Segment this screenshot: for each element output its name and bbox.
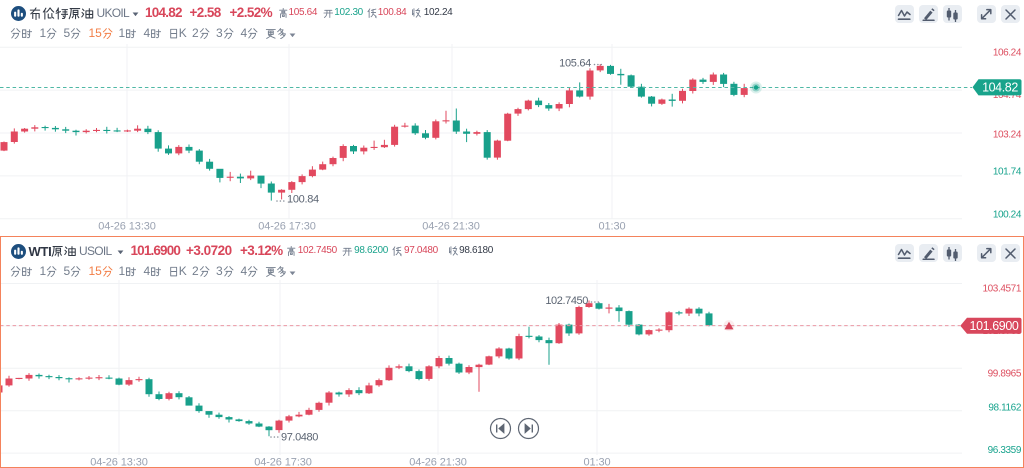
svg-text:100.24: 100.24 bbox=[993, 209, 1022, 220]
svg-text:97.0480: 97.0480 bbox=[281, 432, 318, 444]
svg-text:104.82: 104.82 bbox=[982, 81, 1018, 95]
svg-text:102.7450: 102.7450 bbox=[545, 295, 588, 307]
svg-text:101.74: 101.74 bbox=[993, 167, 1022, 178]
svg-text:01:30: 01:30 bbox=[583, 457, 610, 468]
svg-text:103.4571: 103.4571 bbox=[982, 284, 1021, 295]
svg-text:04-26 17:30: 04-26 17:30 bbox=[254, 457, 312, 468]
svg-text:04-26 21:30: 04-26 21:30 bbox=[422, 221, 480, 233]
svg-text:104.74: 104.74 bbox=[993, 90, 1022, 101]
svg-text:99.8965: 99.8965 bbox=[988, 369, 1022, 380]
svg-text:04-26 13:30: 04-26 13:30 bbox=[90, 457, 148, 468]
svg-text:100.84: 100.84 bbox=[287, 194, 319, 206]
svg-text:04-26 13:30: 04-26 13:30 bbox=[98, 221, 156, 233]
svg-text:04-26 21:30: 04-26 21:30 bbox=[409, 457, 467, 468]
svg-text:01:30: 01:30 bbox=[598, 221, 625, 233]
svg-text:106.24: 106.24 bbox=[993, 48, 1022, 59]
svg-text:103.24: 103.24 bbox=[993, 130, 1022, 141]
svg-text:96.3359: 96.3359 bbox=[988, 445, 1022, 456]
svg-text:04-26 17:30: 04-26 17:30 bbox=[258, 221, 316, 233]
svg-text:101.6900: 101.6900 bbox=[970, 319, 1019, 333]
svg-text:98.1162: 98.1162 bbox=[988, 403, 1021, 414]
svg-text:105.64: 105.64 bbox=[559, 58, 591, 70]
